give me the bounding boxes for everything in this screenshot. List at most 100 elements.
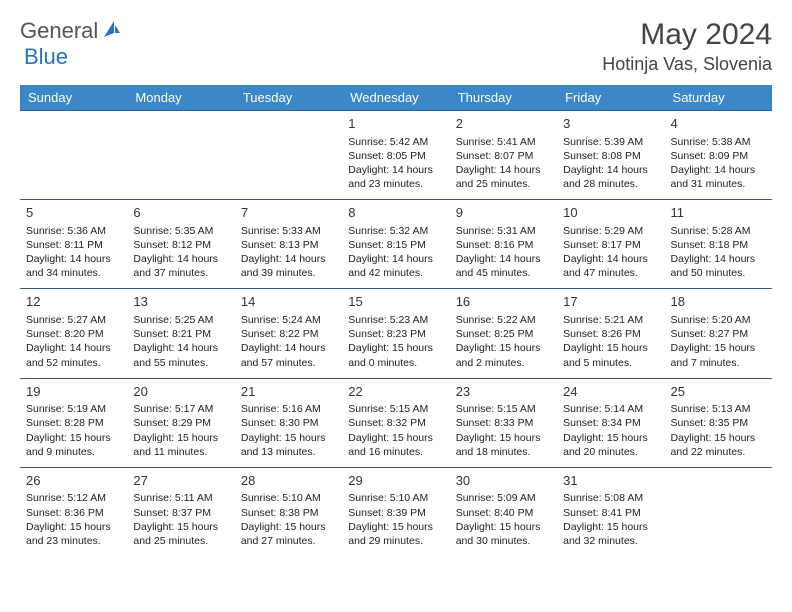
daylight-text: Daylight: 15 hours bbox=[133, 431, 228, 445]
sunset-text: Sunset: 8:29 PM bbox=[133, 416, 228, 430]
sunrise-text: Sunrise: 5:24 AM bbox=[241, 313, 336, 327]
sunset-text: Sunset: 8:34 PM bbox=[563, 416, 658, 430]
sunrise-text: Sunrise: 5:20 AM bbox=[671, 313, 766, 327]
daylight-text: and 20 minutes. bbox=[563, 445, 658, 459]
calendar-day-cell: 13Sunrise: 5:25 AMSunset: 8:21 PMDayligh… bbox=[127, 289, 234, 378]
weekday-header: Wednesday bbox=[342, 85, 449, 111]
sunset-text: Sunset: 8:12 PM bbox=[133, 238, 228, 252]
daylight-text: Daylight: 15 hours bbox=[563, 341, 658, 355]
daylight-text: and 39 minutes. bbox=[241, 266, 336, 280]
daylight-text: and 9 minutes. bbox=[26, 445, 121, 459]
day-number: 7 bbox=[241, 204, 336, 222]
daylight-text: and 23 minutes. bbox=[26, 534, 121, 548]
sunset-text: Sunset: 8:16 PM bbox=[456, 238, 551, 252]
sunrise-text: Sunrise: 5:19 AM bbox=[26, 402, 121, 416]
weekday-header: Friday bbox=[557, 85, 664, 111]
daylight-text: and 23 minutes. bbox=[348, 177, 443, 191]
calendar-day-cell: 31Sunrise: 5:08 AMSunset: 8:41 PMDayligh… bbox=[557, 467, 664, 556]
daylight-text: Daylight: 15 hours bbox=[456, 520, 551, 534]
sunrise-text: Sunrise: 5:15 AM bbox=[456, 402, 551, 416]
day-number: 23 bbox=[456, 383, 551, 401]
day-number: 1 bbox=[348, 115, 443, 133]
day-number: 16 bbox=[456, 293, 551, 311]
calendar-day-cell: 26Sunrise: 5:12 AMSunset: 8:36 PMDayligh… bbox=[20, 467, 127, 556]
calendar-day-cell: 4Sunrise: 5:38 AMSunset: 8:09 PMDaylight… bbox=[665, 111, 772, 200]
sunrise-text: Sunrise: 5:15 AM bbox=[348, 402, 443, 416]
calendar-day-cell bbox=[235, 111, 342, 200]
daylight-text: Daylight: 14 hours bbox=[563, 252, 658, 266]
calendar-body: 1Sunrise: 5:42 AMSunset: 8:05 PMDaylight… bbox=[20, 111, 772, 557]
calendar-day-cell: 18 Sunrise: 5:20 AMSunset: 8:27 PMDayligh… bbox=[665, 289, 772, 378]
sunrise-text: Sunrise: 5:35 AM bbox=[133, 224, 228, 238]
calendar-day-cell: 1Sunrise: 5:42 AMSunset: 8:05 PMDaylight… bbox=[342, 111, 449, 200]
sunrise-text: Sunrise: 5:29 AM bbox=[563, 224, 658, 238]
sunrise-text: Sunrise: 5:09 AM bbox=[456, 491, 551, 505]
calendar-day-cell: 29Sunrise: 5:10 AMSunset: 8:39 PMDayligh… bbox=[342, 467, 449, 556]
day-number: 18 bbox=[671, 293, 766, 311]
calendar-day-cell: 23Sunrise: 5:15 AMSunset: 8:33 PMDayligh… bbox=[450, 378, 557, 467]
calendar-day-cell: 22Sunrise: 5:15 AMSunset: 8:32 PMDayligh… bbox=[342, 378, 449, 467]
calendar-week-row: 12Sunrise: 5:27 AMSunset: 8:20 PMDayligh… bbox=[20, 289, 772, 378]
title-block: May 2024 Hotinja Vas, Slovenia bbox=[602, 18, 772, 75]
daylight-text: Daylight: 15 hours bbox=[671, 431, 766, 445]
calendar-day-cell: 5Sunrise: 5:36 AMSunset: 8:11 PMDaylight… bbox=[20, 200, 127, 289]
sunset-text: Sunset: 8:07 PM bbox=[456, 149, 551, 163]
daylight-text: Daylight: 14 hours bbox=[563, 163, 658, 177]
day-number: 11 bbox=[671, 204, 766, 222]
daylight-text: Daylight: 15 hours bbox=[348, 520, 443, 534]
daylight-text: Daylight: 15 hours bbox=[26, 520, 121, 534]
weekday-header: Saturday bbox=[665, 85, 772, 111]
sunset-text: Sunset: 8:20 PM bbox=[26, 327, 121, 341]
sunrise-text: Sunrise: 5:31 AM bbox=[456, 224, 551, 238]
sunset-text: Sunset: 8:05 PM bbox=[348, 149, 443, 163]
daylight-text: and 5 minutes. bbox=[563, 356, 658, 370]
logo-blue-row: Blue bbox=[24, 44, 68, 70]
calendar-day-cell: 24Sunrise: 5:14 AMSunset: 8:34 PMDayligh… bbox=[557, 378, 664, 467]
sunset-text: Sunset: 8:26 PM bbox=[563, 327, 658, 341]
daylight-text: Daylight: 15 hours bbox=[456, 341, 551, 355]
calendar-week-row: 19Sunrise: 5:19 AMSunset: 8:28 PMDayligh… bbox=[20, 378, 772, 467]
sunrise-text: Sunrise: 5:11 AM bbox=[133, 491, 228, 505]
day-number: 8 bbox=[348, 204, 443, 222]
sunset-text: Sunset: 8:27 PM bbox=[671, 327, 766, 341]
calendar-day-cell: 20Sunrise: 5:17 AMSunset: 8:29 PMDayligh… bbox=[127, 378, 234, 467]
calendar-day-cell: 6Sunrise: 5:35 AMSunset: 8:12 PMDaylight… bbox=[127, 200, 234, 289]
sunrise-text: Sunrise: 5:41 AM bbox=[456, 135, 551, 149]
logo: General bbox=[20, 18, 126, 44]
daylight-text: and 32 minutes. bbox=[563, 534, 658, 548]
day-number: 14 bbox=[241, 293, 336, 311]
day-number: 13 bbox=[133, 293, 228, 311]
daylight-text: Daylight: 15 hours bbox=[563, 520, 658, 534]
calendar-day-cell: 10Sunrise: 5:29 AMSunset: 8:17 PMDayligh… bbox=[557, 200, 664, 289]
calendar-day-cell: 17Sunrise: 5:21 AMSunset: 8:26 PMDayligh… bbox=[557, 289, 664, 378]
calendar-day-cell: 9Sunrise: 5:31 AMSunset: 8:16 PMDaylight… bbox=[450, 200, 557, 289]
sunset-text: Sunset: 8:35 PM bbox=[671, 416, 766, 430]
day-number: 19 bbox=[26, 383, 121, 401]
calendar-week-row: 26Sunrise: 5:12 AMSunset: 8:36 PMDayligh… bbox=[20, 467, 772, 556]
daylight-text: Daylight: 15 hours bbox=[563, 431, 658, 445]
sunrise-text: Sunrise: 5:38 AM bbox=[671, 135, 766, 149]
calendar-day-cell bbox=[665, 467, 772, 556]
sunset-text: Sunset: 8:09 PM bbox=[671, 149, 766, 163]
daylight-text: and 16 minutes. bbox=[348, 445, 443, 459]
daylight-text: and 57 minutes. bbox=[241, 356, 336, 370]
sunset-text: Sunset: 8:25 PM bbox=[456, 327, 551, 341]
sunrise-text: Sunrise: 5:21 AM bbox=[563, 313, 658, 327]
daylight-text: and 30 minutes. bbox=[456, 534, 551, 548]
daylight-text: Daylight: 15 hours bbox=[671, 341, 766, 355]
calendar-day-cell: 2Sunrise: 5:41 AMSunset: 8:07 PMDaylight… bbox=[450, 111, 557, 200]
day-number: 6 bbox=[133, 204, 228, 222]
sunset-text: Sunset: 8:41 PM bbox=[563, 506, 658, 520]
daylight-text: and 34 minutes. bbox=[26, 266, 121, 280]
logo-gray-text: General bbox=[20, 18, 98, 44]
sunrise-text: Sunrise: 5:17 AM bbox=[133, 402, 228, 416]
logo-blue-text: Blue bbox=[24, 44, 68, 69]
calendar-day-cell: 27Sunrise: 5:11 AMSunset: 8:37 PMDayligh… bbox=[127, 467, 234, 556]
sunrise-text: Sunrise: 5:36 AM bbox=[26, 224, 121, 238]
calendar-day-cell: 12Sunrise: 5:27 AMSunset: 8:20 PMDayligh… bbox=[20, 289, 127, 378]
day-number: 28 bbox=[241, 472, 336, 490]
weekday-header: Sunday bbox=[20, 85, 127, 111]
header-row: General May 2024 Hotinja Vas, Slovenia bbox=[20, 18, 772, 75]
sunrise-text: Sunrise: 5:32 AM bbox=[348, 224, 443, 238]
calendar-week-row: 1Sunrise: 5:42 AMSunset: 8:05 PMDaylight… bbox=[20, 111, 772, 200]
